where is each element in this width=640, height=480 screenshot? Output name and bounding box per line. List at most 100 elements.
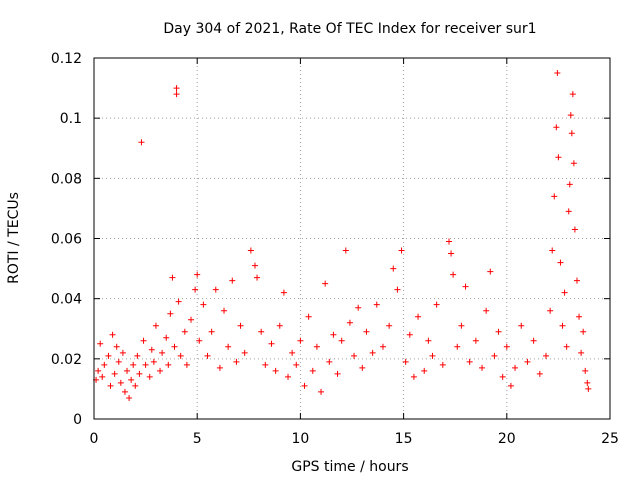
chart-title: Day 304 of 2021, Rate Of TEC Index for r… [163, 21, 536, 37]
data-point [181, 328, 188, 335]
data-point [499, 373, 506, 380]
data-point [571, 226, 578, 233]
data-point [373, 301, 380, 308]
data-point [113, 343, 120, 350]
y-tick-label: 0.02 [51, 352, 82, 368]
data-point [130, 361, 137, 368]
data-point [237, 322, 244, 329]
data-point [483, 307, 490, 314]
data-point [567, 112, 574, 119]
data-point [406, 331, 413, 338]
data-point [330, 331, 337, 338]
data-point [148, 346, 155, 353]
data-point [568, 130, 575, 137]
data-point [555, 154, 562, 161]
data-point [491, 352, 498, 359]
data-point [466, 358, 473, 365]
data-point [280, 289, 287, 296]
data-point [194, 271, 201, 278]
axis-ticks [93, 57, 611, 420]
data-point [512, 364, 519, 371]
data-point [169, 274, 176, 281]
data-point [285, 373, 292, 380]
data-point [309, 367, 316, 374]
data-point [268, 340, 275, 347]
data-point [132, 382, 139, 389]
x-tick-label: 20 [498, 431, 516, 447]
data-point [173, 91, 180, 98]
data-point [543, 352, 550, 359]
data-point [342, 247, 349, 254]
y-axis-title: ROTI / TECUs [6, 192, 22, 284]
data-point [576, 313, 583, 320]
data-point [454, 343, 461, 350]
data-point [276, 322, 283, 329]
data-point [165, 361, 172, 368]
y-tick-label: 0 [73, 412, 82, 428]
data-point [109, 331, 116, 338]
data-point [119, 349, 126, 356]
x-tick-label: 0 [90, 431, 99, 447]
data-point [394, 286, 401, 293]
data-point [582, 367, 589, 374]
data-point [95, 367, 102, 374]
data-point [124, 367, 131, 374]
data-point [580, 328, 587, 335]
data-point [369, 349, 376, 356]
data-point [334, 370, 341, 377]
data-point [549, 247, 556, 254]
data-point [390, 265, 397, 272]
data-point [429, 352, 436, 359]
data-point [173, 85, 180, 92]
y-tick-label: 0.12 [51, 51, 82, 67]
data-point [208, 328, 215, 335]
data-point [487, 268, 494, 275]
x-tick-label: 5 [193, 431, 202, 447]
data-point [351, 352, 358, 359]
data-point [216, 364, 223, 371]
data-point [554, 70, 561, 77]
data-point [111, 370, 118, 377]
data-point [570, 160, 577, 167]
data-point [221, 307, 228, 314]
data-point [289, 349, 296, 356]
data-point [495, 328, 502, 335]
scatter-points [93, 70, 592, 401]
grid [94, 58, 610, 419]
data-point [229, 277, 236, 284]
data-point [251, 262, 258, 269]
data-point [183, 361, 190, 368]
data-point [585, 385, 592, 392]
data-point [247, 247, 254, 254]
data-point [126, 394, 133, 401]
data-point [305, 313, 312, 320]
data-point [450, 271, 457, 278]
data-point [200, 301, 207, 308]
data-point [134, 352, 141, 359]
data-point [518, 322, 525, 329]
data-point [462, 283, 469, 290]
data-point [566, 181, 573, 188]
data-point [578, 349, 585, 356]
data-point [561, 289, 568, 296]
data-point [167, 310, 174, 317]
data-point [569, 91, 576, 98]
data-point [386, 322, 393, 329]
data-point [479, 364, 486, 371]
data-point [233, 358, 240, 365]
y-tick-label: 0.1 [60, 111, 82, 127]
data-point [150, 358, 157, 365]
data-point [355, 304, 362, 311]
data-point [97, 340, 104, 347]
data-point [196, 337, 203, 344]
data-point [359, 364, 366, 371]
data-point [177, 352, 184, 359]
data-point [472, 337, 479, 344]
data-point [254, 274, 261, 281]
data-point [322, 280, 329, 287]
data-point [458, 322, 465, 329]
data-point [163, 334, 170, 341]
data-point [536, 370, 543, 377]
